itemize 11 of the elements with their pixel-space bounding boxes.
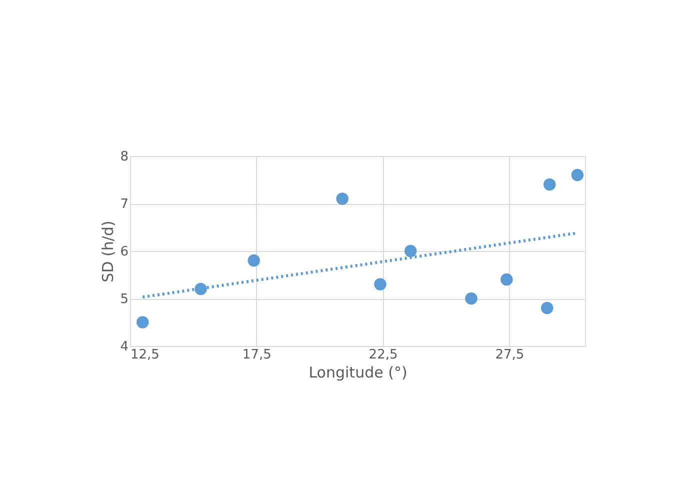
y-tick-label: 5 (120, 292, 128, 307)
y-tick-label: 7 (120, 197, 128, 212)
x-tick-label: 12,5 (130, 348, 160, 362)
x-axis-title: Longitude (°) (308, 364, 408, 382)
x-tick-label: 27,5 (495, 348, 524, 362)
x-tick-label: 22,5 (368, 348, 398, 362)
y-tick-label: 6 (120, 244, 128, 260)
y-tick-label: 8 (120, 150, 128, 164)
y-tick-label: 4 (120, 340, 128, 354)
y-axis-title: SD (h/d) (99, 220, 118, 282)
x-tick-label: 17,5 (242, 348, 272, 362)
